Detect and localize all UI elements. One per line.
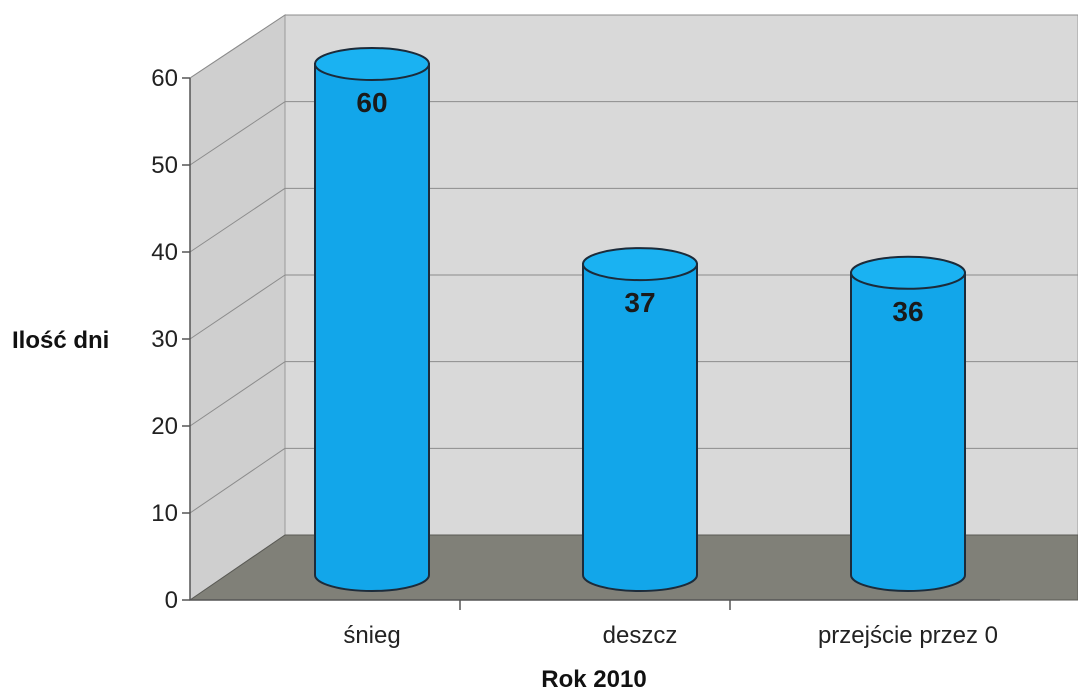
gridline-side — [189, 447, 286, 514]
bars: 60 37 36 — [314, 47, 966, 592]
y-axis-title: Ilość dni — [12, 327, 109, 354]
x-tick-label: przejście przez 0 — [818, 622, 998, 649]
axes: 0 10 20 30 40 50 60 śnieg deszcz przejście przez … — [151, 65, 1000, 649]
data-label: 37 — [624, 287, 655, 318]
bar-body — [314, 63, 430, 592]
bar-top — [582, 247, 698, 282]
y-tick-label: 40 — [151, 239, 178, 266]
gridline-side — [189, 361, 286, 427]
bar-cylinder: 36 — [850, 255, 966, 592]
gridline-side — [189, 101, 286, 166]
bar-top — [850, 255, 966, 290]
data-label: 60 — [356, 87, 387, 118]
data-label: 36 — [892, 296, 923, 327]
y-tick-label: 50 — [151, 152, 178, 179]
x-axis-title: Rok 2010 — [541, 666, 646, 691]
y-tick-label: 20 — [151, 413, 178, 440]
y-tick-label: 10 — [151, 500, 178, 527]
y-tick-label: 30 — [151, 326, 178, 353]
bar-body — [850, 271, 966, 592]
gridline-side — [189, 274, 286, 340]
x-tick-label: śnieg — [343, 622, 400, 649]
bar-cylinder: 37 — [582, 247, 698, 592]
bar-body — [582, 263, 698, 592]
bar-cylinder: 60 — [314, 47, 430, 592]
y-tick-label: 60 — [151, 65, 178, 92]
bar-top — [314, 47, 430, 81]
gridline-side — [189, 14, 286, 79]
y-tick-label: 0 — [165, 587, 178, 614]
gridline-side — [189, 187, 286, 253]
x-tick-label: deszcz — [603, 622, 678, 649]
